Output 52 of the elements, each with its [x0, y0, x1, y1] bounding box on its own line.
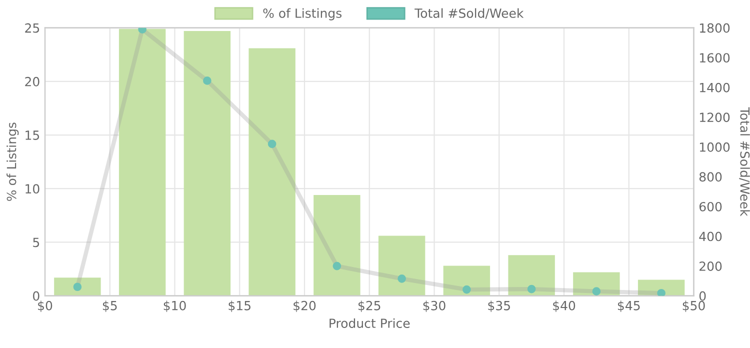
x-tick-label: $10 — [164, 300, 186, 312]
x-tick-label: $25 — [358, 300, 380, 312]
point — [657, 288, 666, 296]
point — [592, 287, 601, 296]
x-tick-label: $5 — [102, 300, 117, 312]
x-tick-label: $40 — [553, 300, 576, 312]
point — [138, 28, 146, 34]
point — [398, 274, 406, 283]
x-tick-label: $20 — [294, 300, 316, 312]
y2-tick-label: 1000 — [700, 142, 730, 152]
y-tick-label: 20 — [25, 76, 40, 86]
bar — [638, 280, 685, 296]
y2-tick-label: 600 — [699, 202, 722, 212]
y2-tick-label: 1600 — [700, 53, 730, 63]
x-tick-label: $35 — [488, 300, 510, 312]
bar — [118, 28, 166, 296]
bar — [573, 272, 620, 296]
point — [203, 76, 212, 85]
bar — [54, 278, 101, 296]
y2-tick-label: 200 — [700, 262, 722, 271]
point — [462, 285, 471, 294]
y2-tick-label: 800 — [699, 172, 722, 182]
point — [73, 282, 82, 292]
y2-tick-label: 0 — [699, 291, 706, 301]
point — [527, 284, 536, 294]
x-tick-label: $0 — [38, 300, 52, 312]
bar — [443, 266, 490, 296]
bar — [378, 236, 426, 296]
y2-tick-label: 1400 — [700, 82, 730, 92]
x-axis-title: Product Price — [330, 318, 410, 328]
bar — [248, 48, 296, 296]
bar — [508, 255, 555, 296]
point — [268, 140, 276, 148]
y2-tick-label: 1800 — [700, 23, 730, 33]
y-axis-title: % of Listings — [6, 122, 19, 201]
x-tick-label: $30 — [423, 300, 446, 312]
y2-tick-label: 1200 — [700, 112, 730, 122]
y-tick-label: 0 — [33, 291, 40, 301]
y2-axis-title: Total #Sold/Week — [739, 107, 750, 216]
y2-tick-label: 400 — [699, 232, 722, 242]
x-tick-label: $15 — [228, 300, 250, 312]
y-tick-label: 15 — [26, 130, 40, 140]
legend-label: Total #Sold/Week — [414, 8, 524, 19]
bar — [314, 195, 360, 296]
point — [332, 262, 342, 270]
legend-label: % of Listings — [263, 8, 342, 20]
bar — [184, 31, 231, 296]
x-tick-label: $50 — [682, 300, 705, 312]
y-tick-label: 10 — [26, 184, 40, 194]
x-tick-label: $45 — [618, 300, 640, 312]
y-tick-label: 25 — [25, 23, 40, 33]
y-tick-label: 5 — [33, 238, 40, 248]
